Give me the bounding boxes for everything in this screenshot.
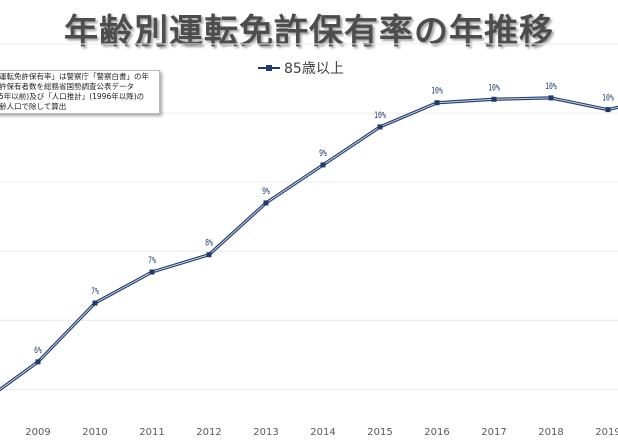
x-tick-label: 2014 [310,427,335,438]
data-label: 10% [602,93,614,103]
x-tick-label: 2017 [481,427,506,438]
x-tick-label: 2010 [82,427,107,438]
chart-title: 年齢別運転免許保有率の年推移 [64,12,554,52]
data-point [377,124,383,130]
legend-marker [258,58,280,78]
data-label: 9% [319,148,327,158]
data-label: 7% [91,286,99,296]
data-point [548,95,554,101]
data-point [263,200,269,206]
data-label: 8% [205,238,213,248]
series-line [0,96,618,392]
data-label: 9% [262,186,270,196]
data-label: 10% [431,86,443,96]
data-label: 10% [374,110,386,120]
legend: 85歳以上 [258,58,344,78]
data-point [605,107,611,113]
note-line: 許保有者数を総務省国勢調査公表データ [0,82,134,91]
data-label: 7% [148,255,156,265]
data-label: 6% [34,345,42,355]
series-85-plus [0,96,618,392]
legend-label: 85歳以上 [284,61,344,77]
x-tick-label: 2018 [538,427,563,438]
x-tick-label: 2012 [196,427,221,438]
data-point [35,359,41,365]
data-point [206,252,212,258]
data-point [320,162,326,168]
x-tick-label: 2011 [139,427,164,438]
x-tick-label: 2009 [25,427,50,438]
data-point [149,269,155,275]
x-tick-label: 2015 [367,427,392,438]
x-tick-label: 2013 [253,427,278,438]
data-point [92,300,98,306]
x-tick-label: 2016 [424,427,449,438]
note-line: 運転免許保有率」は警察庁「警察白書」の年 [0,72,149,81]
x-axis-ticks: 2009 2010 2011 2012 2013 2014 2015 2016 2017 2018… [25,427,618,438]
x-tick-label: 2019 [595,427,618,438]
data-points [35,95,611,365]
data-point [434,100,440,106]
source-note: 運転免許保有率」は警察庁「警察白書」の年 許保有者数を総務省国勢調査公表データ … [0,70,160,114]
data-point [491,96,497,102]
note-line: 齢人口で除して算出 [0,102,67,111]
series-line-highlight [0,97,618,391]
data-label: 10% [545,81,557,91]
note-line: 5年以前)及び「人口推計」(1996年以降)の [0,92,145,101]
data-label: 10% [488,82,500,92]
data-labels: 6% 7% 7% 8% 9% 9% 10% 10% 10% 10% 10% [34,81,614,355]
gridlines [0,43,618,390]
